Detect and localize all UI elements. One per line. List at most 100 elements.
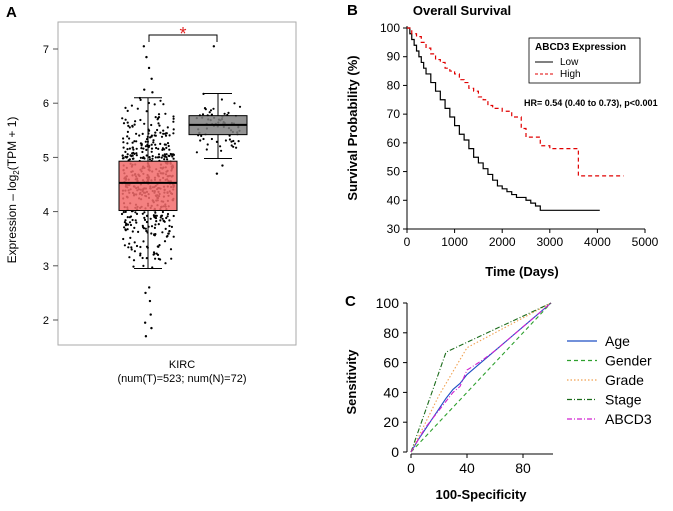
outlier-point	[215, 172, 219, 175]
y-tick-label: 4	[43, 207, 49, 219]
data-point	[157, 117, 160, 120]
survival-curve-high	[407, 27, 624, 177]
legend-label-stage: Stage	[605, 392, 642, 408]
data-point	[124, 224, 127, 227]
data-point	[133, 226, 136, 229]
outlier-point	[143, 88, 146, 91]
legend-label-abcd3: ABCD3	[605, 411, 652, 427]
data-point	[205, 148, 208, 151]
data-point	[126, 153, 129, 156]
data-point	[129, 223, 133, 227]
data-point	[170, 153, 173, 156]
data-point	[171, 155, 174, 158]
data-point	[151, 157, 154, 160]
data-point	[157, 147, 160, 150]
data-point	[144, 140, 147, 143]
data-point	[164, 134, 168, 137]
data-point	[148, 158, 152, 161]
data-point	[126, 228, 129, 231]
data-point	[224, 139, 227, 142]
data-point	[134, 211, 137, 214]
data-point	[201, 113, 205, 116]
data-point	[164, 112, 167, 115]
data-point	[232, 145, 235, 148]
data-point	[220, 98, 223, 101]
data-point	[143, 122, 146, 125]
data-point	[145, 229, 148, 233]
data-point	[166, 215, 169, 218]
data-point	[150, 150, 153, 153]
data-point	[130, 246, 133, 249]
data-point	[122, 146, 125, 149]
x-tick-label: 40	[459, 460, 475, 476]
data-point	[127, 246, 130, 249]
data-point	[155, 220, 158, 223]
data-point	[153, 226, 156, 229]
data-point	[162, 219, 165, 222]
data-point	[157, 153, 161, 156]
data-point	[165, 153, 168, 156]
data-point	[227, 111, 230, 114]
data-point	[157, 122, 160, 125]
data-point	[159, 131, 162, 134]
data-point	[161, 148, 164, 151]
data-point	[123, 221, 126, 224]
data-point	[237, 140, 240, 143]
data-point	[150, 147, 154, 150]
survival-panel: Overall Survival 0 1000 2000 3000 4000 5000 30…	[345, 3, 659, 279]
data-point	[210, 113, 213, 116]
data-point	[149, 217, 152, 220]
roc-curve-abcd3	[410, 302, 552, 453]
data-point	[154, 223, 157, 226]
data-point	[163, 148, 166, 151]
data-point	[215, 140, 218, 143]
data-point	[162, 129, 165, 132]
data-point	[156, 128, 159, 132]
y-tick-label: 60	[387, 136, 401, 150]
data-point	[133, 241, 136, 244]
data-point	[235, 146, 238, 149]
data-point	[154, 143, 157, 146]
data-point	[160, 156, 163, 159]
data-point	[124, 219, 127, 222]
data-point	[160, 214, 164, 217]
x-tick-label: 0	[404, 235, 411, 249]
y-tick-label: 2	[43, 315, 49, 327]
data-point	[168, 134, 171, 137]
data-point	[168, 230, 171, 233]
data-point	[142, 227, 146, 230]
data-point	[150, 123, 153, 127]
data-point	[166, 234, 169, 238]
data-point	[220, 149, 223, 152]
data-point	[167, 232, 170, 235]
y-tick-label: 80	[383, 325, 399, 341]
data-point	[161, 217, 164, 220]
data-point	[131, 146, 134, 149]
data-point	[141, 156, 144, 160]
data-point	[172, 153, 175, 156]
roc-curve-stage	[410, 302, 552, 453]
data-point	[168, 219, 171, 222]
survival-curve-low	[407, 27, 600, 211]
data-point	[170, 257, 173, 260]
data-point	[128, 256, 131, 259]
data-point	[124, 106, 127, 109]
data-point	[164, 227, 167, 230]
y-tick-label: 100	[376, 295, 400, 311]
data-point	[124, 210, 127, 213]
data-point	[126, 148, 129, 151]
data-point	[208, 111, 211, 114]
y-tick-label: 30	[387, 222, 401, 236]
data-point	[132, 265, 135, 268]
data-point	[206, 143, 209, 146]
data-point	[165, 216, 168, 220]
data-point	[159, 216, 162, 219]
data-point	[161, 154, 164, 157]
data-point	[123, 226, 126, 229]
legend-label-age: Age	[605, 333, 630, 349]
data-point	[139, 254, 142, 257]
data-point	[154, 257, 157, 260]
x-tick-label: 80	[515, 460, 531, 476]
outlier-point	[212, 45, 216, 48]
plot-frame	[57, 21, 297, 346]
